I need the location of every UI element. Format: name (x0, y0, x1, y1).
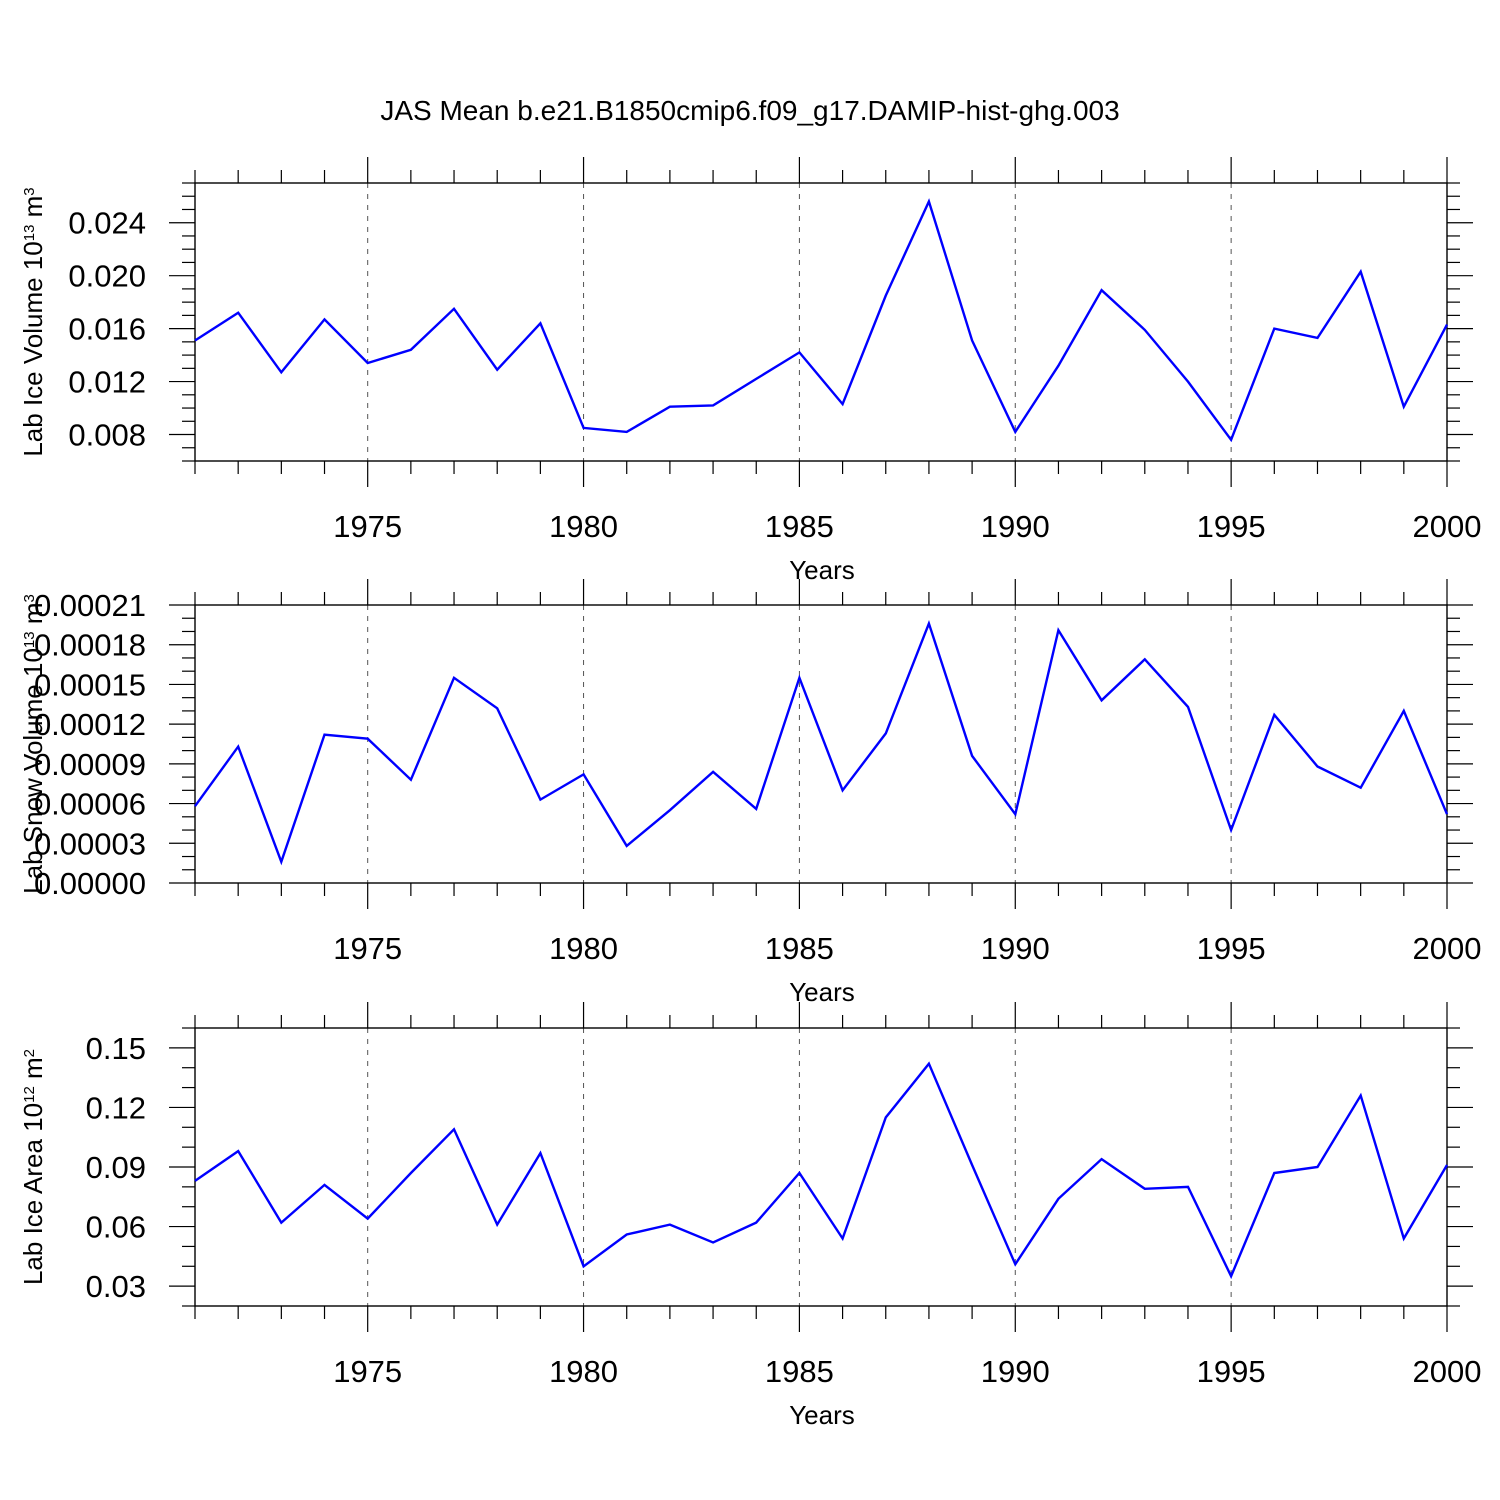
y-axis-label: Lab Ice Volume 1013 m3 (18, 187, 48, 456)
series-line (194, 198, 1449, 443)
y-tick-label: 0.00000 (34, 866, 146, 901)
y-axis-label: Lab Snow Volume 1013 m3 (18, 594, 48, 894)
y-axis-label-ylabel-unit: m (18, 196, 48, 225)
y-tick-label: 0.15 (86, 1031, 146, 1066)
y-tick-label: 0.020 (68, 259, 146, 294)
y-tick-label: 0.00009 (34, 747, 146, 782)
y-tick-label: 0.012 (68, 365, 146, 400)
y-axis-label-ylabel: Lab Ice Area 10 (18, 1103, 48, 1285)
x-tick-label: 1995 (1197, 1354, 1266, 1389)
y-tick-label: 0.12 (86, 1090, 146, 1125)
x-tick-label: 1980 (549, 509, 618, 544)
y-axis-label-ylabel: Lab Ice Volume 10 (18, 241, 48, 456)
panel-3: 1975 1980 1985 1990 1995 2000 Years 0.03 0.06 0.0… (18, 1002, 1481, 1430)
plot-frame (194, 182, 1448, 462)
x-tick-label: 1980 (549, 931, 618, 966)
y-tick-label: 0.06 (86, 1210, 146, 1245)
y-tick-label: 0.024 (68, 206, 146, 241)
y-axis-label-ylabel-exp: 13 (21, 631, 38, 648)
y-tick-label: 0.09 (86, 1150, 146, 1185)
plot-frame (194, 604, 1448, 884)
x-tick-label: 1995 (1197, 931, 1266, 966)
y-tick-label: 0.00006 (34, 787, 146, 822)
y-tick-label: 0.00015 (34, 667, 146, 702)
x-tick-label: 2000 (1413, 931, 1482, 966)
y-axis-label-ylabel-exp: 13 (21, 225, 38, 242)
panels: 1975 1980 1985 1990 1995 2000 Years 0.008 0.012 0… (18, 157, 1481, 1430)
x-tick-label: 1985 (765, 509, 834, 544)
x-tick-label: 1975 (333, 509, 402, 544)
panel-2: 1975 1980 1985 1990 1995 2000 Years 0.00000 0.00… (18, 579, 1481, 1007)
series-line (194, 1061, 1449, 1280)
plot-frame (194, 1027, 1448, 1307)
panel-1: 1975 1980 1985 1990 1995 2000 Years 0.008 0.012 0… (18, 157, 1481, 585)
y-axis-label-ylabel-unit: m (18, 603, 48, 632)
x-tick-label: 1990 (981, 1354, 1050, 1389)
y-tick-label: 0.00012 (34, 707, 146, 742)
y-axis-label: Lab Ice Area 1012 m2 (18, 1049, 48, 1285)
x-tick-label: 2000 (1413, 1354, 1482, 1389)
y-tick-label: 0.00021 (34, 588, 146, 623)
y-tick-label: 0.00003 (34, 826, 146, 861)
x-tick-label: 1995 (1197, 509, 1266, 544)
y-axis-label-ylabel: Lab Snow Volume 10 (18, 648, 48, 894)
figure-title: JAS Mean b.e21.B1850cmip6.f09_g17.DAMIP-… (380, 95, 1119, 126)
y-tick-label: 0.008 (68, 418, 146, 453)
y-axis-label-ylabel-unit-exp: 3 (21, 187, 38, 195)
y-axis-label-ylabel-exp: 12 (21, 1086, 38, 1103)
x-axis-label: Years (789, 977, 855, 1007)
y-tick-label: 0.03 (86, 1269, 146, 1304)
x-tick-label: 1985 (765, 1354, 834, 1389)
y-axis-label-ylabel-unit: m (18, 1057, 48, 1086)
x-tick-label: 1990 (981, 931, 1050, 966)
x-tick-label: 1980 (549, 1354, 618, 1389)
y-tick-label: 0.016 (68, 312, 146, 347)
x-tick-label: 1990 (981, 509, 1050, 544)
x-axis-label: Years (789, 1400, 855, 1430)
y-tick-label: 0.00018 (34, 628, 146, 663)
x-axis-label: Years (789, 555, 855, 585)
x-tick-label: 1975 (333, 1354, 402, 1389)
series-line (194, 619, 1449, 866)
x-tick-label: 2000 (1413, 509, 1482, 544)
y-axis-label-ylabel-unit-exp: 2 (21, 1049, 38, 1057)
x-tick-label: 1975 (333, 931, 402, 966)
y-axis-label-ylabel-unit-exp: 3 (21, 594, 38, 602)
x-tick-label: 1985 (765, 931, 834, 966)
